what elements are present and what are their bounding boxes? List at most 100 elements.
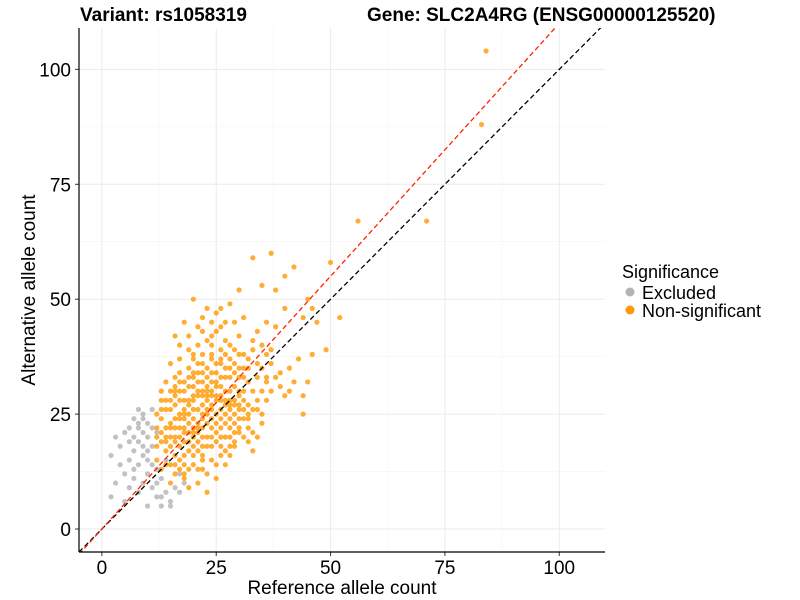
- point-non-significant: [245, 402, 251, 408]
- point-non-significant: [254, 406, 260, 413]
- point-non-significant: [424, 218, 430, 224]
- point-non-significant: [236, 351, 242, 357]
- point-excluded: [158, 475, 164, 482]
- reference-line-black: [79, 28, 602, 552]
- point-non-significant: [254, 328, 260, 334]
- point-non-significant: [231, 402, 238, 408]
- point-excluded: [145, 448, 151, 454]
- point-non-significant: [172, 383, 178, 390]
- point-excluded: [126, 425, 132, 431]
- point-excluded: [149, 485, 155, 491]
- point-non-significant: [305, 379, 311, 385]
- point-non-significant: [222, 337, 228, 344]
- point-non-significant: [213, 328, 219, 334]
- point-non-significant: [254, 397, 260, 403]
- point-non-significant: [213, 393, 219, 399]
- point-non-significant: [227, 402, 233, 408]
- point-non-significant: [190, 374, 196, 380]
- point-non-significant: [227, 416, 233, 422]
- point-non-significant: [323, 347, 329, 353]
- point-non-significant: [163, 379, 169, 385]
- y-tick-label: 75: [50, 175, 71, 196]
- point-non-significant: [250, 337, 256, 344]
- chart-title-variant: Variant: rs1058319: [80, 5, 247, 26]
- point-non-significant: [213, 397, 219, 403]
- chart-title-gene: Gene: SLC2A4RG (ENSG00000125520): [367, 5, 716, 26]
- point-non-significant: [218, 452, 224, 459]
- point-non-significant: [172, 439, 178, 445]
- point-non-significant: [222, 420, 228, 426]
- point-non-significant: [227, 425, 233, 431]
- point-non-significant: [245, 439, 251, 445]
- point-non-significant: [241, 388, 247, 394]
- point-excluded: [122, 429, 128, 436]
- reference-line-red: [80, 28, 556, 552]
- point-non-significant: [236, 416, 242, 422]
- point-non-significant: [213, 429, 219, 436]
- point-non-significant: [241, 397, 247, 403]
- point-non-significant: [199, 457, 206, 463]
- point-non-significant: [209, 379, 215, 385]
- point-excluded: [117, 443, 123, 449]
- point-non-significant: [167, 443, 174, 449]
- point-excluded: [145, 503, 151, 509]
- point-non-significant: [209, 319, 215, 325]
- point-non-significant: [186, 485, 192, 491]
- point-non-significant: [209, 393, 215, 399]
- axis-ticks: 0 25 50 75 100 0 25 50 75 100: [39, 60, 575, 579]
- legend-swatch-non-significant: [625, 305, 635, 315]
- point-non-significant: [227, 388, 233, 394]
- point-non-significant: [190, 383, 196, 390]
- point-non-significant: [199, 379, 206, 385]
- point-excluded: [145, 420, 151, 426]
- point-excluded: [140, 416, 146, 422]
- point-non-significant: [172, 434, 178, 440]
- point-non-significant: [199, 443, 206, 449]
- point-non-significant: [250, 429, 256, 436]
- point-non-significant: [167, 397, 174, 403]
- point-non-significant: [163, 397, 169, 403]
- point-non-significant: [263, 379, 270, 385]
- point-non-significant: [245, 411, 251, 417]
- point-non-significant: [209, 370, 215, 376]
- point-non-significant: [186, 411, 192, 417]
- point-excluded: [158, 494, 164, 500]
- point-non-significant: [273, 374, 279, 380]
- point-non-significant: [177, 434, 183, 440]
- point-excluded: [154, 494, 160, 500]
- point-excluded: [149, 443, 155, 449]
- point-non-significant: [177, 425, 183, 431]
- point-non-significant: [314, 319, 320, 325]
- point-non-significant: [277, 370, 283, 376]
- plot-axes: [78, 28, 605, 553]
- point-non-significant: [163, 434, 169, 440]
- point-non-significant: [195, 388, 201, 394]
- point-non-significant: [204, 388, 210, 394]
- point-non-significant: [199, 402, 206, 408]
- point-non-significant: [291, 264, 297, 270]
- point-non-significant: [195, 324, 201, 330]
- point-non-significant: [222, 388, 228, 394]
- point-non-significant: [195, 370, 201, 376]
- point-non-significant: [172, 333, 178, 339]
- point-non-significant: [273, 287, 279, 293]
- point-non-significant: [483, 48, 489, 54]
- point-non-significant: [263, 351, 270, 357]
- y-tick-label: 0: [60, 520, 71, 541]
- point-non-significant: [177, 397, 183, 403]
- point-non-significant: [181, 319, 187, 325]
- point-non-significant: [236, 333, 242, 339]
- point-non-significant: [167, 388, 174, 394]
- point-non-significant: [177, 466, 183, 472]
- point-non-significant: [236, 393, 242, 399]
- point-non-significant: [227, 406, 233, 413]
- point-non-significant: [213, 439, 219, 445]
- point-non-significant: [231, 319, 238, 325]
- point-excluded: [135, 425, 142, 431]
- y-tick-label: 100: [39, 60, 71, 81]
- point-non-significant: [222, 319, 228, 325]
- point-non-significant: [300, 314, 306, 321]
- point-non-significant: [259, 342, 265, 348]
- point-non-significant: [254, 434, 260, 440]
- point-non-significant: [172, 374, 178, 380]
